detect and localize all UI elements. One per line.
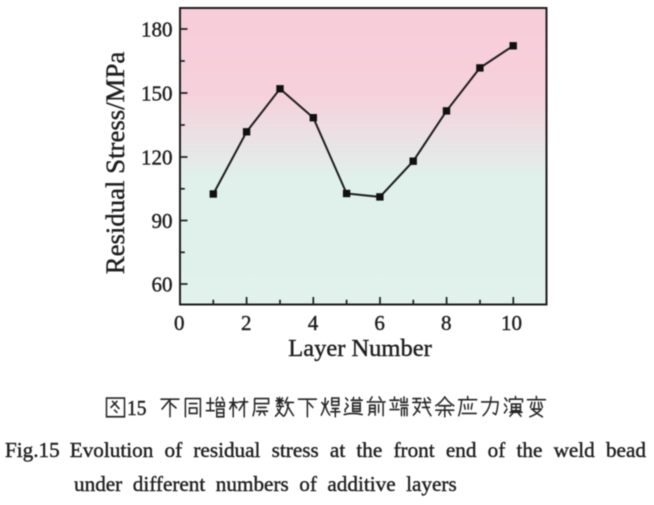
svg-text:4: 4 — [308, 311, 319, 335]
svg-text:2: 2 — [241, 311, 252, 335]
svg-text:Residual Stress/MPa: Residual Stress/MPa — [100, 52, 130, 275]
svg-text:15: 15 — [127, 397, 146, 420]
svg-text:120: 120 — [141, 145, 173, 169]
svg-text:6: 6 — [374, 311, 385, 335]
svg-text:Layer Number: Layer Number — [288, 335, 432, 362]
svg-text:10: 10 — [501, 311, 522, 335]
svg-text:180: 180 — [141, 17, 173, 41]
svg-text:90: 90 — [152, 209, 173, 233]
svg-text:0: 0 — [174, 311, 185, 335]
svg-text:60: 60 — [152, 272, 173, 296]
svg-text:150: 150 — [141, 81, 173, 105]
svg-text:8: 8 — [441, 311, 452, 335]
